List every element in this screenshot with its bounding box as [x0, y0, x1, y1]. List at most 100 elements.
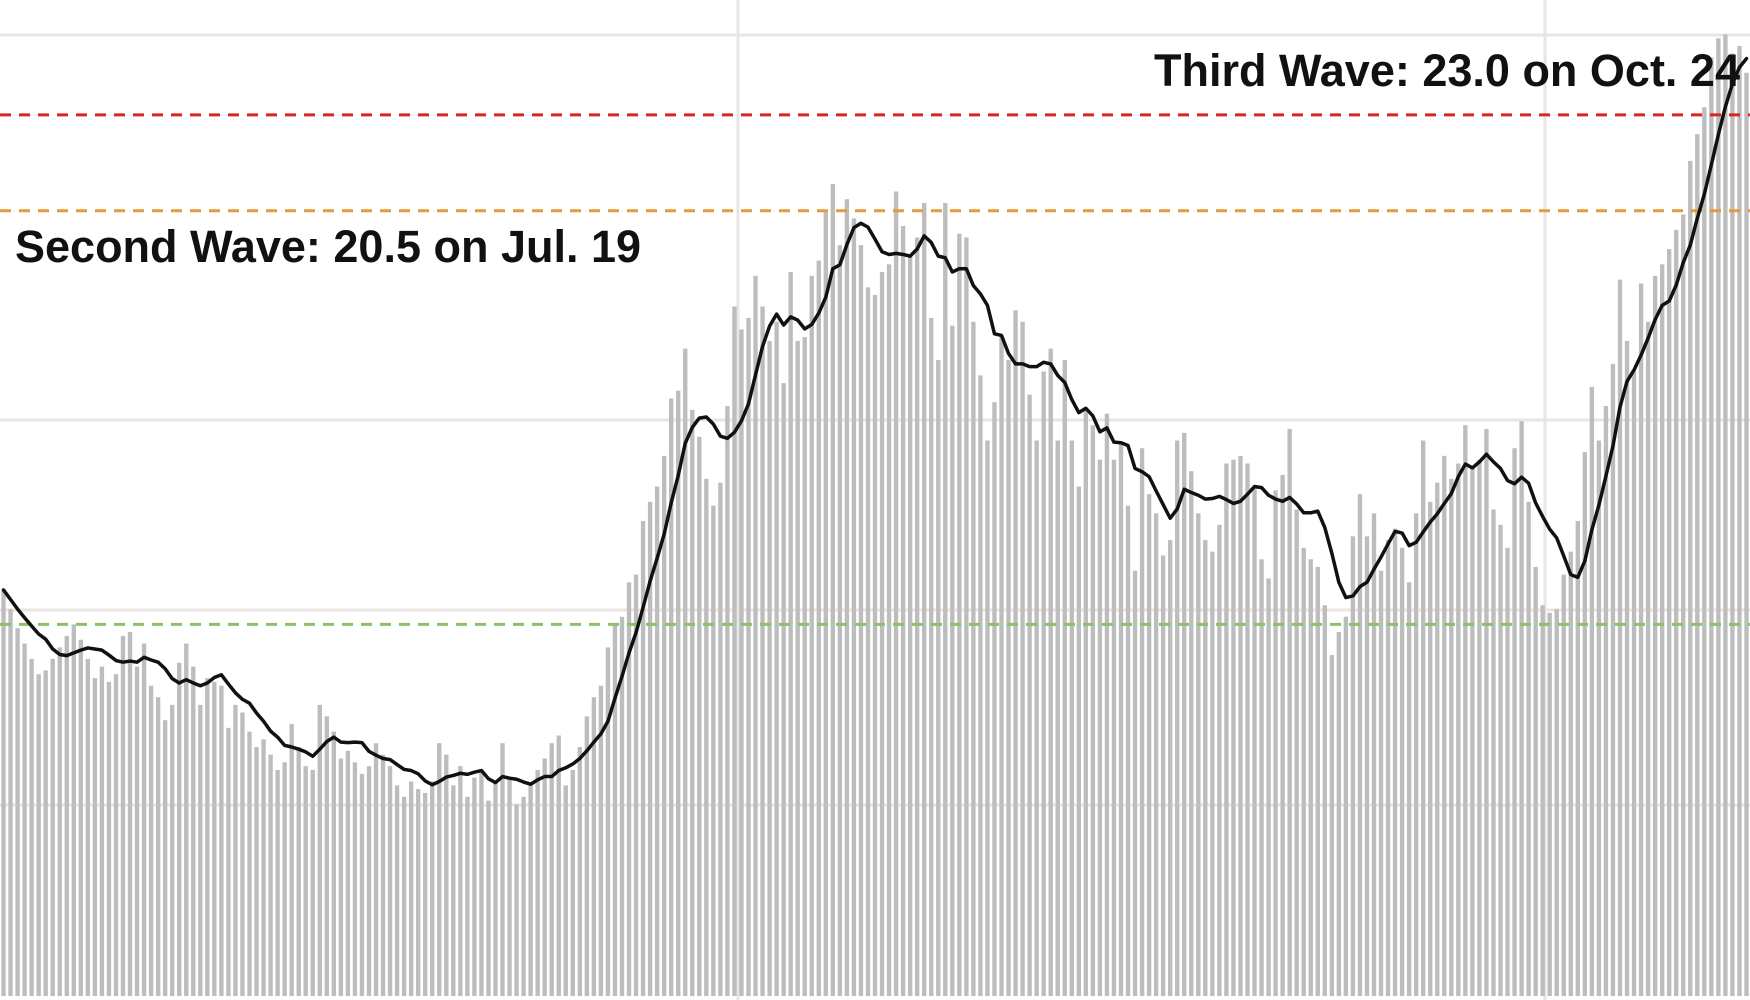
daily-bar: [408, 781, 414, 996]
daily-bar: [1175, 440, 1180, 996]
daily-bar: [1, 589, 6, 996]
daily-bar: [15, 628, 20, 996]
daily-bar: [401, 796, 407, 996]
daily-bar: [1097, 459, 1103, 996]
daily-bar: [1589, 386, 1595, 996]
daily-bar: [1189, 471, 1194, 996]
daily-bar: [78, 639, 83, 996]
daily-bar: [1006, 360, 1011, 997]
daily-bar: [943, 203, 948, 996]
daily-bar: [282, 762, 287, 996]
daily-bar: [1041, 371, 1046, 997]
daily-bar: [661, 455, 667, 996]
daily-bar: [1392, 528, 1398, 996]
daily-bar: [472, 777, 477, 996]
daily-bar: [458, 766, 463, 996]
daily-bar: [1125, 505, 1131, 996]
daily-bar: [1062, 360, 1067, 997]
daily-bar: [690, 409, 695, 996]
daily-bar: [858, 245, 864, 997]
daily-bar: [141, 643, 147, 996]
daily-bar: [802, 337, 807, 996]
daily-bar: [1554, 609, 1559, 996]
daily-bar: [697, 436, 702, 997]
daily-bar: [1048, 348, 1053, 997]
daily-bar: [549, 743, 554, 996]
daily-bar: [1596, 440, 1602, 996]
daily-bar: [1364, 536, 1370, 996]
daily-bar: [134, 666, 140, 996]
daily-bar: [739, 329, 744, 996]
daily-bar: [1638, 283, 1644, 997]
daily-bar: [1027, 394, 1032, 996]
daily-bar: [1645, 321, 1651, 996]
daily-bar: [317, 704, 322, 996]
daily-bar: [71, 624, 76, 996]
daily-bar: [1435, 482, 1440, 996]
daily-bar: [1702, 107, 1707, 996]
daily-bar: [914, 237, 920, 996]
rolling-average-line: [1, 56, 1749, 787]
daily-bar: [219, 685, 224, 996]
daily-bar: [900, 226, 906, 996]
daily-bar: [1315, 566, 1320, 996]
daily-bar: [387, 766, 393, 996]
daily-bar: [479, 769, 484, 996]
daily-bar: [1196, 513, 1201, 996]
daily-bar: [950, 325, 955, 996]
daily-bar: [22, 643, 27, 996]
daily-bar: [8, 609, 13, 996]
daily-bar: [957, 233, 962, 996]
daily-bar: [1203, 540, 1208, 996]
daily-bar: [1428, 501, 1433, 996]
daily-bars: [1, 34, 1749, 997]
daily-bar: [303, 766, 308, 996]
daily-bar: [985, 440, 990, 996]
daily-bar: [127, 632, 133, 996]
second-wave-label: Second Wave: 20.5 on Jul. 19: [15, 221, 641, 272]
daily-bar: [1449, 478, 1454, 997]
daily-bar: [907, 256, 913, 996]
daily-bar: [760, 306, 765, 997]
daily-bar: [1667, 249, 1672, 996]
daily-bar: [1217, 524, 1222, 996]
daily-bar: [1421, 440, 1426, 996]
daily-bar: [240, 712, 245, 996]
daily-bar: [647, 501, 653, 996]
daily-bar: [1568, 551, 1573, 996]
daily-bar: [1343, 616, 1349, 996]
daily-bar: [275, 769, 280, 996]
daily-bar: [430, 781, 435, 996]
daily-bar: [1160, 555, 1166, 996]
daily-bar: [1695, 134, 1700, 996]
daily-bar: [148, 685, 154, 996]
daily-bar: [1273, 490, 1278, 996]
daily-bar: [1603, 406, 1609, 996]
daily-bar: [120, 635, 126, 996]
daily-bar: [633, 574, 639, 996]
daily-bar: [1357, 494, 1363, 996]
daily-bar: [1231, 459, 1236, 996]
daily-bar: [1610, 363, 1616, 996]
daily-bar: [1442, 455, 1447, 996]
daily-bar: [521, 796, 526, 996]
daily-bar: [1083, 409, 1089, 996]
third-wave-label: Third Wave: 23.0 on Oct. 24: [1154, 45, 1740, 96]
daily-bar: [493, 781, 498, 996]
daily-bar: [774, 321, 779, 996]
daily-bar: [177, 662, 182, 996]
daily-bar: [886, 264, 892, 996]
wave-reference-lines: [0, 113, 1750, 626]
daily-bar: [247, 731, 252, 996]
daily-bar: [1547, 612, 1552, 996]
daily-bar: [1406, 582, 1412, 996]
daily-bar: [1470, 467, 1475, 997]
daily-bar: [851, 218, 857, 997]
daily-bar: [1238, 455, 1243, 996]
daily-bar: [816, 260, 821, 996]
daily-bar: [893, 191, 899, 997]
daily-bar: [1350, 536, 1356, 996]
daily-bar: [1484, 429, 1489, 996]
daily-bar: [591, 697, 597, 996]
